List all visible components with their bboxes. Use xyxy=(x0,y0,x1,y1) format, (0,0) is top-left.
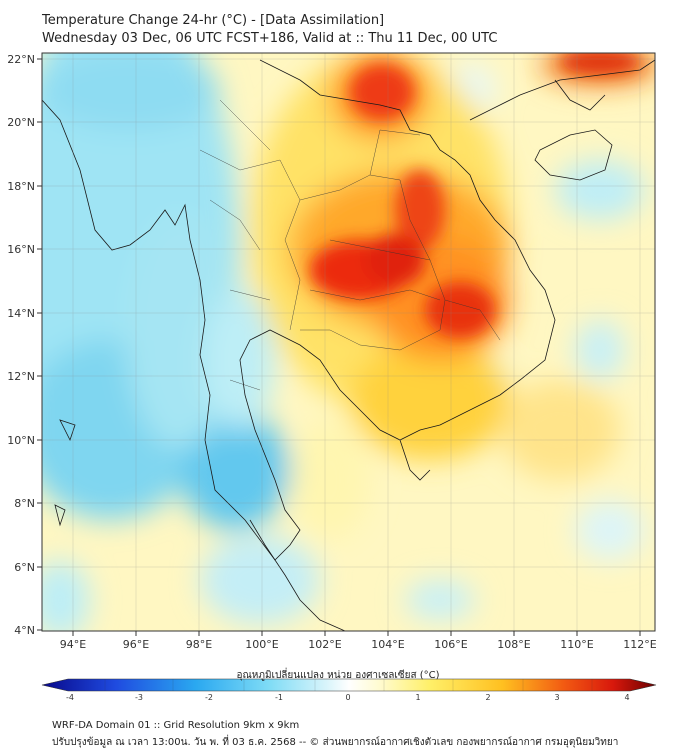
colorbar-tick: -3 xyxy=(135,693,143,702)
map-subtitle: Wednesday 03 Dec, 06 UTC FCST+186, Valid… xyxy=(42,31,498,46)
lat-label: 20°N xyxy=(7,116,35,129)
lat-label: 18°N xyxy=(7,180,35,193)
colorbar-tick: -4 xyxy=(66,693,74,702)
lat-label: 16°N xyxy=(7,243,35,256)
colorbar-ramp xyxy=(41,678,657,692)
lon-label: 112°E xyxy=(623,638,656,651)
lat-label: 22°N xyxy=(7,53,35,66)
colorbar-tick: 3 xyxy=(554,693,559,702)
lat-axis: 22°N 20°N 18°N 16°N 14°N 12°N 10°N 8°N 6… xyxy=(7,53,42,637)
lat-label: 4°N xyxy=(14,624,35,637)
colorbar-tick: -2 xyxy=(205,693,213,702)
temperature-change-field xyxy=(42,53,655,631)
lon-axis: 94°E 96°E 98°E 100°E 102°E 104°E 106°E 1… xyxy=(60,631,657,651)
colorbar-tick: -1 xyxy=(275,693,283,702)
lon-label: 110°E xyxy=(560,638,593,651)
lat-label: 12°N xyxy=(7,370,35,383)
colorbar-tick: 1 xyxy=(415,693,420,702)
borders xyxy=(199,99,501,391)
lat-label: 6°N xyxy=(14,561,35,574)
lon-label: 94°E xyxy=(60,638,86,651)
lat-label: 8°N xyxy=(14,497,35,510)
lon-label: 104°E xyxy=(371,638,404,651)
lat-label: 14°N xyxy=(7,307,35,320)
lon-label: 98°E xyxy=(186,638,212,651)
colorbar: -4 -3 -2 -1 0 1 2 3 4 xyxy=(41,678,657,702)
graticule xyxy=(42,53,655,631)
map-title: Temperature Change 24-hr (°C) - [Data As… xyxy=(42,13,385,28)
lon-label: 102°E xyxy=(308,638,341,651)
map-frame xyxy=(41,52,656,632)
lon-label: 106°E xyxy=(434,638,467,651)
lat-label: 10°N xyxy=(7,434,35,447)
colorbar-title: อุณหภูมิเปลี่ยนแปลง หน่วย องศาเซลเซียส (… xyxy=(236,670,440,681)
colorbar-tick: 2 xyxy=(485,693,490,702)
footer-update-info: ปรับปรุงข้อมูล ณ เวลา 13:00น. วัน พ. ที่… xyxy=(52,737,619,748)
lon-label: 100°E xyxy=(245,638,278,651)
colorbar-tick: 0 xyxy=(345,693,350,702)
colorbar-tick: 4 xyxy=(624,693,629,702)
footer-model-info: WRF-DA Domain 01 :: Grid Resolution 9km … xyxy=(52,720,300,731)
lon-label: 96°E xyxy=(123,638,149,651)
coastlines xyxy=(42,59,655,631)
lon-label: 108°E xyxy=(497,638,530,651)
